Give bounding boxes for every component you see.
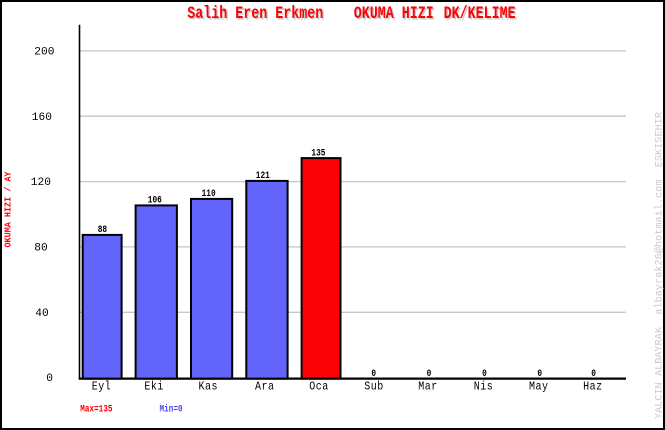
svg-text:OKUMA HIZI: OKUMA HIZI	[355, 5, 435, 25]
svg-text:0: 0	[46, 373, 53, 385]
svg-text:200: 200	[34, 47, 54, 59]
svg-text:Min=0: Min=0	[160, 403, 183, 414]
svg-text:Max=135: Max=135	[80, 403, 112, 414]
svg-text:Eki: Eki	[144, 381, 163, 394]
svg-text:Salih Eren Erkmen: Salih Eren Erkmen	[189, 5, 325, 25]
svg-text:40: 40	[35, 308, 49, 320]
svg-text:Sub: Sub	[364, 381, 383, 394]
svg-text:0: 0	[537, 367, 542, 379]
svg-text:Eyl: Eyl	[92, 381, 111, 394]
svg-text:121: 121	[256, 169, 271, 181]
svg-text:Ara: Ara	[255, 381, 274, 394]
svg-text:DK/KELIME: DK/KELIME	[445, 5, 517, 25]
svg-text:Oca: Oca	[309, 381, 328, 394]
svg-text:OKUMA HIZI / AY: OKUMA HIZI / AY	[3, 171, 13, 248]
svg-text:Nis: Nis	[474, 381, 493, 394]
svg-text:0: 0	[591, 367, 596, 379]
svg-text:135: 135	[311, 146, 325, 158]
svg-text:106: 106	[148, 194, 162, 206]
svg-text:May: May	[529, 381, 548, 394]
svg-text:Haz: Haz	[583, 381, 602, 394]
svg-text:110: 110	[202, 187, 216, 199]
svg-text:80: 80	[34, 243, 48, 255]
svg-text:Salih Eren Erkmen: Salih Eren Erkmen	[187, 3, 323, 23]
svg-text:88: 88	[98, 223, 107, 235]
svg-text:160: 160	[32, 112, 52, 124]
svg-text:0: 0	[482, 367, 487, 379]
svg-text:120: 120	[31, 177, 51, 189]
svg-text:Mar: Mar	[418, 381, 437, 394]
svg-text:Kas: Kas	[199, 381, 218, 394]
svg-text:0: 0	[371, 367, 376, 379]
svg-text:YALCIN ALBAYRAK albayrak26@ho: YALCIN ALBAYRAK albayrak26@hotmail.com E…	[654, 112, 665, 419]
svg-text:0: 0	[427, 367, 432, 379]
svg-text:DK/KELIME: DK/KELIME	[444, 3, 516, 23]
svg-text:OKUMA HIZI: OKUMA HIZI	[354, 3, 434, 23]
